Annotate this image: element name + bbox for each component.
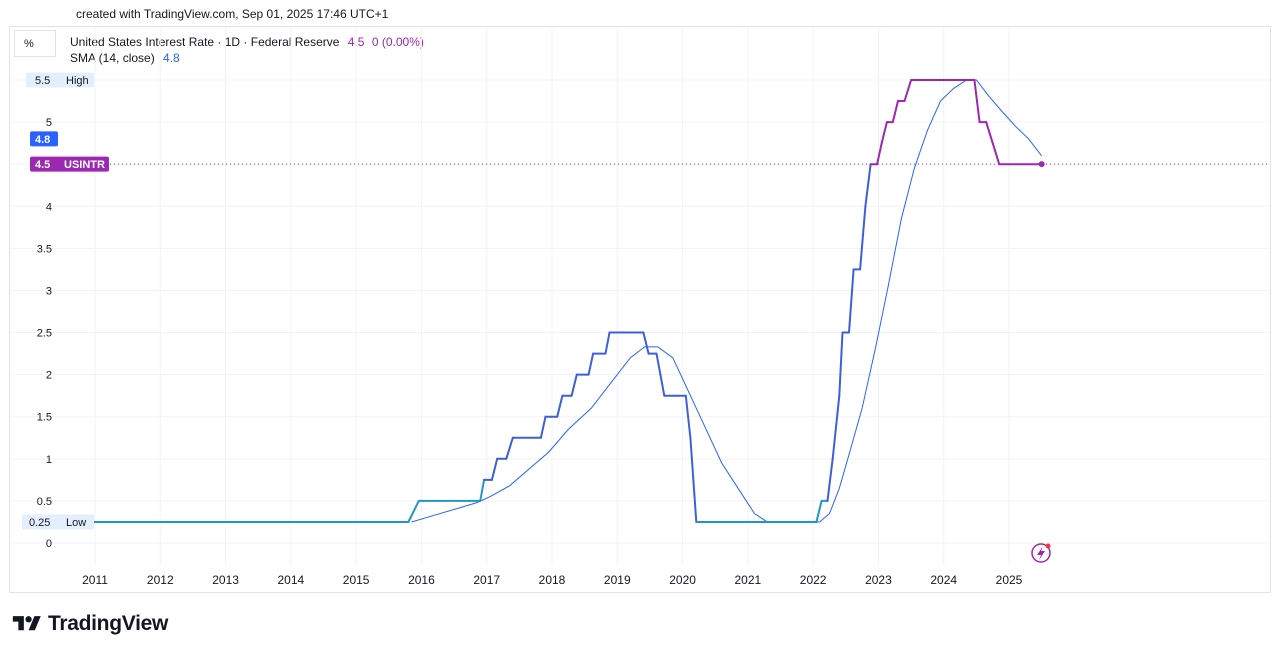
rate-segment [876, 142, 883, 166]
brand-name: TradingView [48, 612, 169, 635]
y-tick-label: 3.5 [37, 243, 52, 255]
rate-segment [505, 436, 514, 460]
rate-segment [848, 268, 855, 334]
legend-change: 0 (0.00%) [371, 35, 424, 49]
high-value: 5.5 [35, 75, 50, 87]
low-value: 0.25 [29, 517, 50, 529]
x-tick-label: 2025 [996, 573, 1023, 587]
y-tick-label: 0.5 [37, 496, 52, 508]
series-layer [90, 79, 1045, 523]
y-tick-label: 5 [46, 117, 52, 129]
rate-segment [556, 394, 564, 418]
x-tick-label: 2023 [865, 573, 892, 587]
created-with-text: created with TradingView.com, Sep 01, 20… [76, 7, 389, 21]
rate-segment [838, 331, 844, 397]
y-axis: 0 0.5 1 1.5 2 2.5 3 3.5 4 5 [37, 117, 52, 550]
x-tick-label: 2011 [82, 573, 108, 587]
rate-segment [539, 415, 547, 439]
x-tick-label: 2020 [669, 573, 696, 587]
low-text: Low [66, 517, 86, 529]
x-tick-label: 2015 [343, 573, 370, 587]
x-axis: 2011 2012 2013 2014 2015 2016 2017 2018 2019 2020… [82, 573, 1023, 587]
rate-segment [642, 331, 650, 355]
high-price-label: 5.5 High [26, 72, 94, 88]
x-tick-label: 2022 [800, 573, 827, 587]
chart-frame [9, 26, 1271, 593]
rate-segment [479, 478, 486, 502]
y-tick-label: 1.5 [37, 412, 52, 424]
rate-segment [570, 373, 578, 397]
rate-segment [407, 499, 420, 523]
rate-segment [991, 142, 1001, 166]
legend-indicator-row[interactable]: SMA (14, close) 4.8 [70, 50, 424, 66]
indicator-title[interactable]: SMA (14, close) [70, 51, 155, 65]
low-price-label: 0.25 Low [22, 514, 94, 530]
rate-segment [903, 79, 913, 102]
x-tick-label: 2016 [408, 573, 435, 587]
x-tick-label: 2018 [539, 573, 566, 587]
rate-segment [864, 163, 872, 208]
x-tick-label: 2014 [278, 573, 305, 587]
rate-segment [973, 79, 981, 124]
rate-segment [604, 331, 611, 355]
rate-segment [891, 100, 899, 124]
grid-lines [10, 27, 1270, 565]
y-tick-label: 4 [46, 201, 52, 213]
last-point-dot [1038, 161, 1045, 168]
rate-segment [689, 436, 698, 523]
rate-segment [655, 352, 662, 376]
high-text: High [66, 75, 89, 87]
x-tick-label: 2013 [212, 573, 239, 587]
rate-segment [684, 394, 692, 439]
y-tick-label: 3 [46, 285, 52, 297]
lightning-icon[interactable] [1031, 543, 1051, 563]
y-tick-label: 2.5 [37, 328, 52, 340]
y-tick-label: 0 [46, 538, 52, 550]
symbol-title[interactable]: United States Interest Rate · 1D · Feder… [70, 35, 340, 49]
rate-segment [490, 457, 499, 481]
rate-segment [985, 121, 994, 145]
x-tick-label: 2012 [147, 573, 174, 587]
x-tick-label: 2017 [473, 573, 500, 587]
tradingview-logo[interactable]: TradingView [12, 612, 168, 636]
sma-line [411, 79, 1042, 523]
rate-segment [826, 457, 834, 502]
rate-segment [859, 205, 867, 271]
tradingview-logo-icon [12, 616, 41, 631]
rate-segment [815, 499, 823, 523]
rate-segment [659, 373, 666, 397]
symbol-tag: USINTR [64, 159, 105, 171]
y-tick-label: 2 [46, 370, 52, 382]
unit-label: % [24, 37, 34, 50]
rate-segment [587, 352, 595, 376]
last-value: 4.5 [35, 159, 50, 171]
rate-segment [880, 121, 888, 145]
unit-button[interactable]: % [14, 30, 56, 57]
x-tick-label: 2024 [930, 573, 957, 587]
x-tick-label: 2019 [604, 573, 631, 587]
y-tick-label: 1 [46, 454, 52, 466]
indicator-value: 4.8 [163, 51, 180, 65]
x-tick-label: 2021 [735, 573, 762, 587]
rate-segment [831, 394, 841, 460]
last-price-label: 4.5 USINTR [30, 156, 109, 172]
sma-price-label: 4.8 [30, 131, 58, 147]
sma-value: 4.8 [35, 134, 50, 146]
